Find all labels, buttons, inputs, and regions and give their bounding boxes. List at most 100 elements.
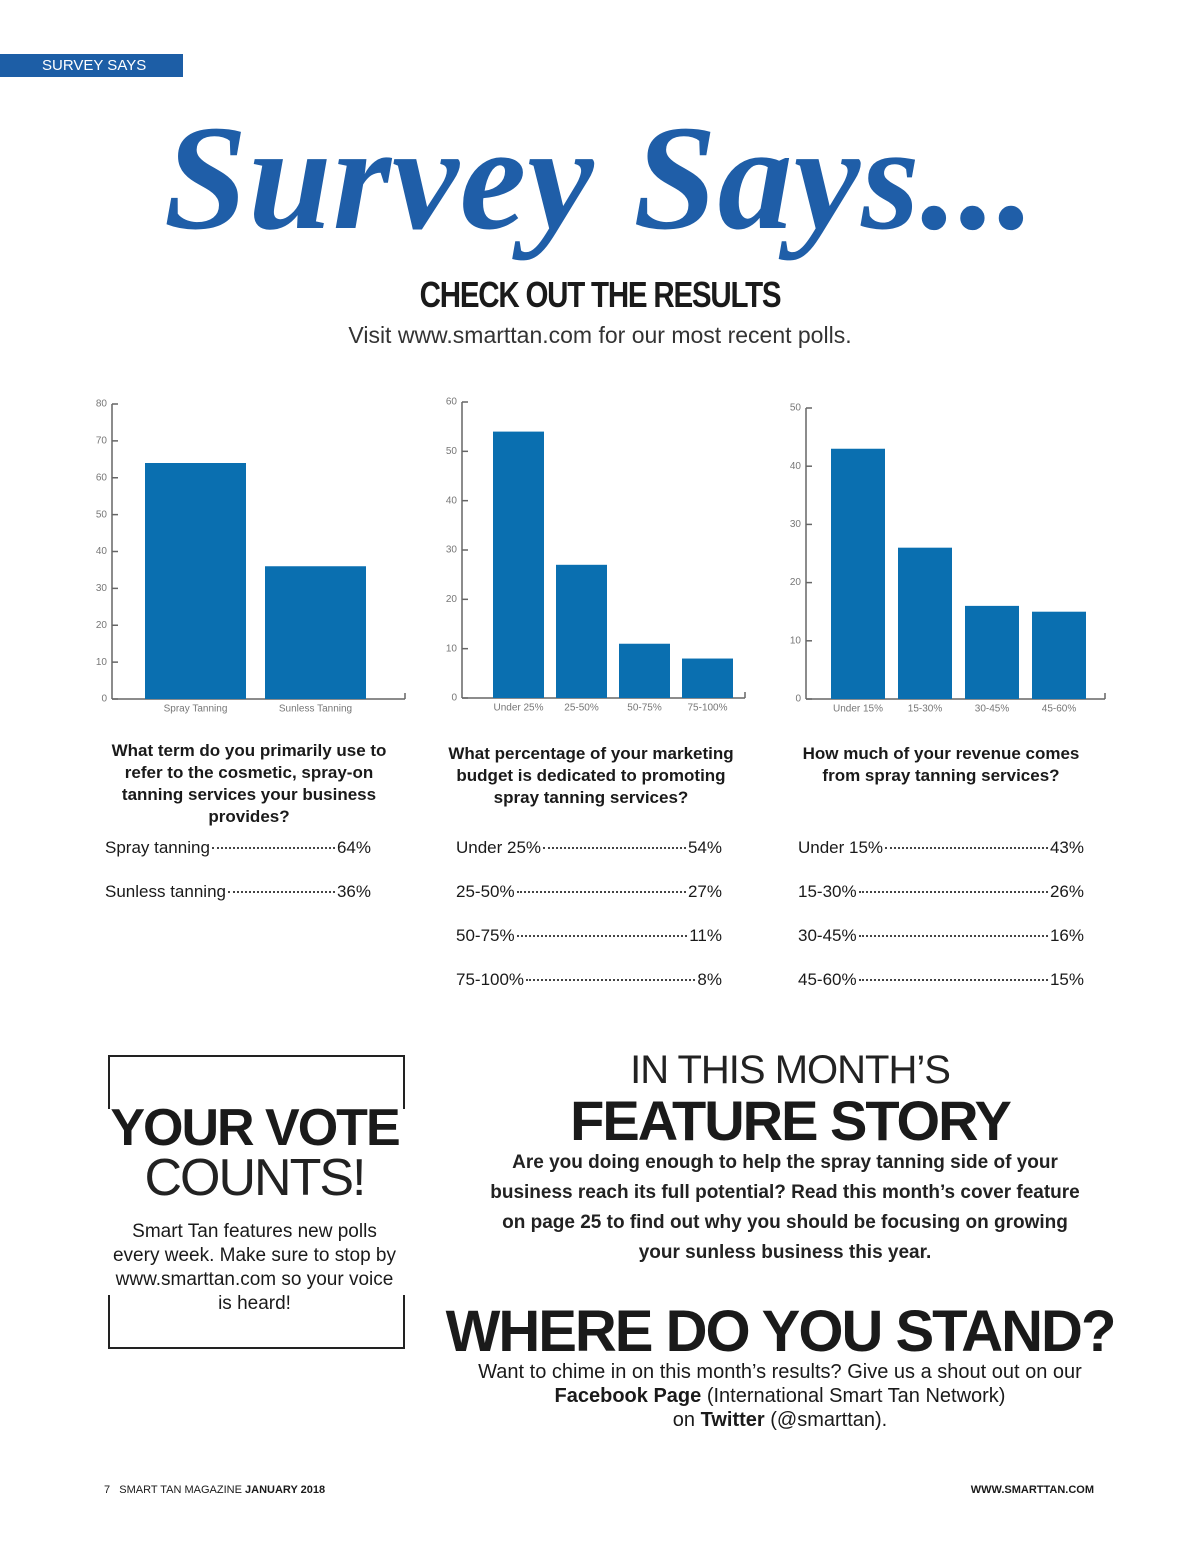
result-value: 64% (336, 838, 371, 857)
link[interactable]: Twitter (700, 1409, 765, 1431)
result-row: 50-75% 11% (456, 926, 722, 970)
result-row: Sunless tanning 36% (105, 882, 371, 926)
y-tick-label: 50 (96, 509, 108, 520)
x-tick-label: 25-50% (564, 703, 599, 714)
y-tick-label: 30 (96, 583, 108, 594)
result-value: 26% (1049, 882, 1084, 901)
issue: JANUARY 2018 (245, 1484, 326, 1496)
leader (858, 979, 1048, 981)
result-row: Spray tanning 64% (105, 838, 371, 882)
y-tick-label: 10 (96, 657, 108, 668)
bar (619, 643, 670, 698)
result-value: 54% (687, 838, 722, 857)
bar (898, 547, 952, 699)
stand-title: WHERE DO YOU STAND? (445, 1299, 1117, 1364)
footer-site: WWW.SMARTTAN.COM (970, 1484, 1094, 1496)
vote-title: COUNTS! (144, 1149, 367, 1207)
result-value: 16% (1049, 926, 1084, 945)
result-list: Under 25% 54% 25-50% 27% 50-75% 11% 75-100% 8% (456, 838, 722, 1014)
y-tick-label: 40 (96, 546, 108, 557)
bar (556, 564, 607, 698)
text: Want to chime in on this month’s results… (478, 1361, 1082, 1383)
y-tick-label: 0 (795, 694, 801, 705)
question: How much of your revenue comes from spra… (802, 744, 1080, 785)
stand-body: Want to chime in on this month’s results… (430, 1360, 1130, 1432)
y-tick-label: 60 (96, 472, 108, 483)
result-label: 50-75% (456, 926, 515, 945)
result-row: Under 15% 43% (798, 838, 1084, 882)
y-tick-label: 20 (446, 594, 458, 605)
result-value: 27% (687, 882, 722, 901)
vote-title: YOUR VOTE (110, 1099, 400, 1157)
y-tick-label: 80 (96, 399, 108, 410)
footer-left: 7 SMART TAN MAGAZINE JANUARY 2018 (104, 1484, 325, 1496)
result-label: Under 25% (456, 838, 542, 857)
y-tick-label: 30 (790, 519, 802, 530)
bar (682, 658, 733, 698)
magazine: SMART TAN MAGAZINE (119, 1484, 242, 1496)
leader (858, 935, 1048, 937)
x-tick-label: Under 15% (833, 704, 883, 715)
y-tick-label: 10 (790, 635, 802, 646)
result-label: Spray tanning (105, 838, 210, 857)
feature-kicker: IN THIS MONTH’S (630, 1048, 951, 1092)
leader (516, 935, 688, 937)
x-tick-label: Spray Tanning (164, 704, 228, 715)
bar (145, 463, 246, 699)
bracket (108, 1055, 405, 1109)
result-label: 75-100% (456, 970, 525, 989)
x-tick-label: 45-60% (1042, 704, 1077, 715)
vote-box (108, 1055, 405, 1349)
x-tick-label: 50-75% (627, 703, 662, 714)
result-value: 15% (1049, 970, 1084, 989)
result-list: Spray tanning 64% Sunless tanning 36% (105, 838, 371, 926)
subtitle: Visit www.smarttan.com for our most rece… (348, 322, 852, 348)
result-label: 25-50% (456, 882, 515, 901)
bar (265, 566, 366, 699)
x-tick-label: Sunless Tanning (279, 704, 352, 715)
charts: 0 10 20 30 40 50 60 70 80 Spray Tanning Sunless Ta… (96, 397, 1106, 715)
x-tick-label: 30-45% (975, 704, 1010, 715)
y-tick-label: 70 (96, 436, 108, 447)
text: on (672, 1409, 696, 1431)
y-tick-label: 60 (446, 397, 458, 408)
vote-body: Smart Tan features new polls every week.… (112, 1221, 396, 1314)
result-row: 25-50% 27% (456, 882, 722, 926)
bar (493, 431, 544, 698)
x-tick-label: 75-100% (687, 703, 727, 714)
result-value: 11% (689, 926, 722, 945)
result-row: 45-60% 15% (798, 970, 1084, 1014)
y-tick-label: 40 (790, 461, 802, 472)
section-tag: SURVEY SAYS (0, 54, 183, 77)
leader (885, 847, 1048, 849)
text: (International Smart Tan Network) (706, 1385, 1006, 1407)
result-value: 8% (697, 970, 722, 989)
y-tick-label: 0 (101, 694, 107, 705)
result-label: 15-30% (798, 882, 857, 901)
text: (@smarttan). (770, 1409, 888, 1431)
result-row: Under 25% 54% (456, 838, 722, 882)
leader (516, 891, 686, 893)
leader (858, 891, 1048, 893)
leader (211, 847, 335, 849)
y-tick-label: 10 (446, 643, 458, 654)
bar (831, 448, 885, 699)
link[interactable]: Facebook Page (554, 1385, 702, 1407)
result-label: 45-60% (798, 970, 857, 989)
y-tick-label: 50 (446, 446, 458, 457)
feature-title: FEATURE STORY (570, 1089, 1012, 1152)
bar (1032, 611, 1086, 699)
x-tick-label: Under 25% (493, 703, 543, 714)
y-tick-label: 30 (446, 545, 458, 556)
result-value: 43% (1049, 838, 1084, 857)
heading: CHECK OUT THE RESULTS (419, 274, 782, 315)
y-tick-label: 50 (790, 403, 802, 414)
question: What term do you primarily use to refer … (111, 741, 387, 826)
y-tick-label: 40 (446, 495, 458, 506)
question: What percentage of your marketing budget… (448, 744, 734, 807)
leader (227, 891, 335, 893)
x-tick-label: 15-30% (908, 704, 943, 715)
leader (543, 847, 686, 849)
page-number: 7 (104, 1484, 111, 1496)
